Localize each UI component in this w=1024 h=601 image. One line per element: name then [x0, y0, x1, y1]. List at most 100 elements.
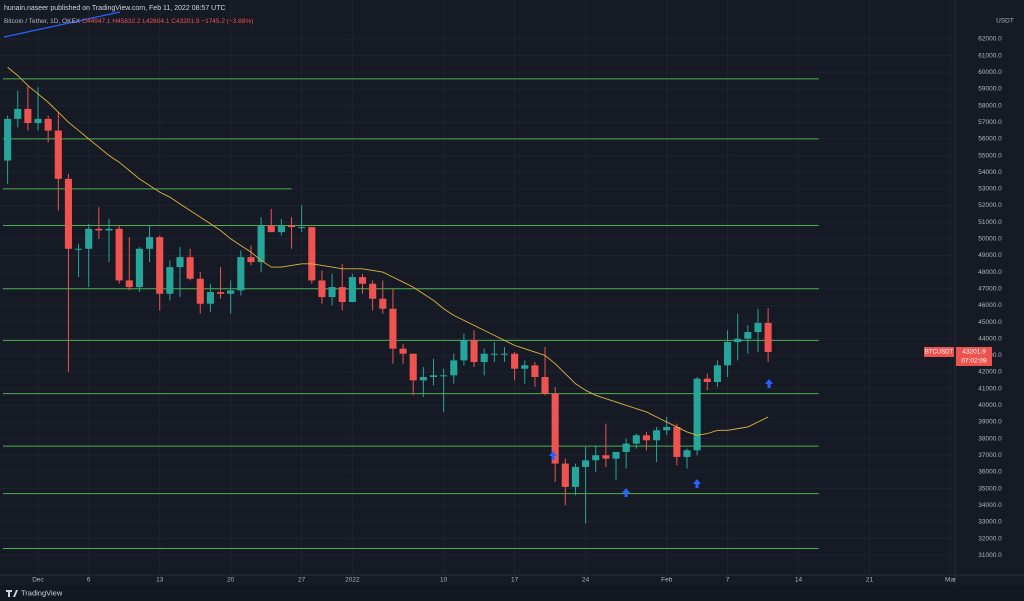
arrow [693, 479, 701, 488]
candle-body [216, 292, 225, 294]
candle-body [764, 322, 772, 352]
trend-line [3, 11, 121, 38]
candle-body [744, 332, 752, 339]
candle-body [328, 287, 336, 298]
y-tick-label: 61000.0 [978, 52, 1002, 59]
legend-close: C43201.9 [171, 18, 200, 25]
candle-body [409, 353, 417, 381]
signal-arrows [549, 379, 773, 497]
candle-body [653, 430, 661, 441]
candle-body [511, 353, 519, 369]
y-tick-label: 48000.0 [978, 269, 1002, 276]
y-tick-label: 51000.0 [978, 219, 1002, 226]
y-tick-label: 45000.0 [978, 319, 1002, 326]
candle-body [85, 228, 93, 249]
x-tick-label: Mar [945, 577, 957, 584]
candle-body [379, 298, 387, 309]
candle-body [125, 280, 133, 288]
candle-body [75, 248, 83, 250]
arrow [765, 379, 773, 388]
currency: USDT [996, 18, 1014, 25]
y-tick-label: 44000.0 [978, 335, 1002, 342]
x-tick-label: Feb [661, 577, 673, 584]
x-tick-label: 24 [582, 577, 590, 584]
footer [0, 585, 1024, 601]
candle-body [156, 237, 164, 294]
legend-change: −1745.2 (−3.88%) [201, 18, 253, 25]
candle-body [298, 227, 306, 229]
legend-high: H45832.2 [112, 18, 141, 25]
candle-body [724, 342, 732, 366]
y-tick-label: 58000.0 [978, 102, 1002, 109]
candle-body [531, 365, 539, 378]
ticker-label: BTCUSDT [925, 350, 954, 356]
candle-body [257, 225, 265, 263]
y-tick-label: 40000.0 [978, 402, 1002, 409]
candle-body [348, 277, 356, 303]
y-tick-label: 50000.0 [978, 236, 1002, 243]
candle-body [4, 118, 12, 161]
candle-body [419, 377, 427, 381]
candle-body [277, 225, 285, 233]
y-tick-label: 36000.0 [978, 469, 1002, 476]
candle-body [429, 375, 438, 378]
x-tick-label: Dec [32, 577, 44, 584]
x-tick-label: 27 [298, 577, 306, 584]
candle-body [571, 466, 580, 487]
candle-body [54, 130, 62, 179]
candle-body [166, 267, 174, 294]
x-tick-label: 6 [87, 577, 91, 584]
candle-body [440, 375, 448, 377]
candle-body [521, 365, 529, 369]
footer-brand: TradingView [21, 588, 63, 597]
candle-body [592, 455, 600, 461]
candle-body [318, 280, 326, 298]
y-tick-label: 57000.0 [978, 119, 1002, 126]
y-tick-label: 46000.0 [978, 302, 1002, 309]
candle-body [338, 287, 346, 303]
candle-body [490, 353, 498, 355]
legend: Bitcoin / Tether, 1D, OKEX O44947.1 H458… [4, 18, 253, 25]
legend-open: O44947.1 [82, 18, 111, 25]
candle-body [470, 340, 478, 363]
x-tick-label: 10 [440, 577, 448, 584]
candle-body [24, 108, 32, 124]
candle-body [206, 292, 214, 304]
ticker-tag [924, 346, 954, 357]
candle-body [642, 435, 650, 441]
candle-body [196, 278, 204, 304]
y-tick-label: 31000.0 [978, 552, 1002, 559]
candle-body [237, 257, 245, 291]
candle-body [267, 225, 275, 233]
axes: 62000.0 61000.0 60000.0 59000.0 58000.0 57000… [32, 36, 1002, 584]
candle-body [622, 443, 630, 452]
x-tick-label: 14 [795, 577, 803, 584]
x-tick-label: 2022 [345, 577, 360, 584]
candle-body [632, 435, 640, 444]
x-tick-label: 17 [511, 577, 519, 584]
y-tick-label: 37000.0 [978, 452, 1002, 459]
candle-body [612, 451, 620, 459]
logo [6, 590, 18, 597]
candle-body [734, 338, 742, 343]
y-tick-label: 32000.0 [978, 535, 1002, 542]
candle-body [186, 257, 194, 279]
candle-body [95, 228, 103, 231]
arrow [622, 488, 630, 497]
candle-body [146, 237, 154, 249]
y-tick-label: 54000.0 [978, 169, 1002, 176]
x-tick-label: 7 [726, 577, 730, 584]
candle-body [673, 426, 681, 457]
legend-symbol: Bitcoin / Tether, 1D, OKEX [4, 18, 81, 25]
candle-body [399, 348, 407, 354]
y-tick-label: 42000.0 [978, 369, 1002, 376]
candle-body [135, 248, 143, 288]
candle-body [105, 228, 113, 231]
candle-body [227, 290, 235, 294]
plot [3, 66, 819, 550]
candle-body [64, 178, 72, 249]
price-tag [956, 346, 992, 366]
